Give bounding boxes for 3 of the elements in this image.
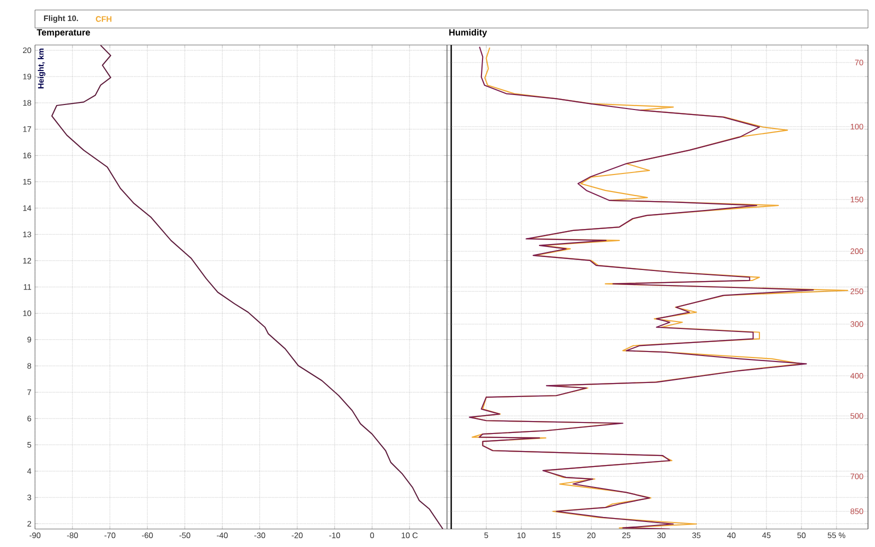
line-series [51,44,444,529]
chart-title: Humidity [449,28,488,38]
chart-title: Temperature [36,29,90,38]
